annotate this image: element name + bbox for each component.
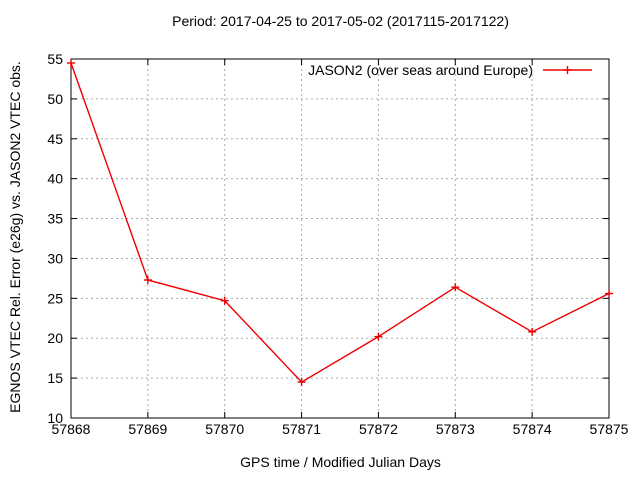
- y-tick-label: 40: [47, 171, 63, 187]
- y-tick-label: 25: [47, 290, 63, 306]
- x-tick-label: 57875: [590, 421, 629, 437]
- x-tick-label: 57874: [513, 421, 552, 437]
- data-line: [70, 62, 610, 383]
- x-tick-label: 57868: [52, 421, 91, 437]
- y-tick-label: 50: [47, 91, 63, 107]
- y-tick-label: 45: [47, 131, 63, 147]
- x-tick-label: 57869: [128, 421, 167, 437]
- chart-title: Period: 2017-04-25 to 2017-05-02 (201711…: [172, 13, 509, 29]
- x-tick-label: 57873: [436, 421, 475, 437]
- y-tick-label: 15: [47, 370, 63, 386]
- x-tick-label: 57870: [205, 421, 244, 437]
- y-tick-label: 10: [47, 410, 63, 426]
- x-tick-label: 57872: [359, 421, 398, 437]
- y-tick-label: 20: [47, 330, 63, 346]
- y-tick-label: 30: [47, 250, 63, 266]
- y-tick-label: 55: [47, 51, 63, 67]
- x-tick-label: 57871: [282, 421, 321, 437]
- legend-label: JASON2 (over seas around Europe): [308, 62, 533, 78]
- x-axis-label: GPS time / Modified Julian Days: [240, 454, 441, 470]
- plot-border: [70, 58, 610, 419]
- y-tick-label: 35: [47, 211, 63, 227]
